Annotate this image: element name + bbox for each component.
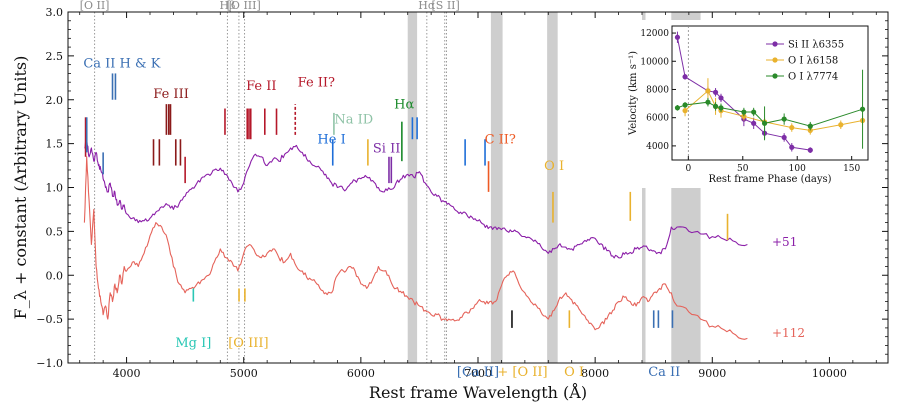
spectrum-line <box>84 138 748 259</box>
y-tick-label: 0.5 <box>46 225 64 238</box>
inset-data-point <box>682 102 688 108</box>
line-id-label: Fe II <box>246 79 276 94</box>
inset-data-point <box>789 144 795 150</box>
inset-data-point <box>712 103 719 109</box>
inset-x-tick-label: 0 <box>685 164 691 174</box>
x-axis-label: Rest frame Wavelength (Å) <box>369 382 587 402</box>
top-line-label: Hβ <box>219 0 235 12</box>
inset-data-point <box>741 109 747 115</box>
inset-legend-swatch-point <box>772 41 778 47</box>
inset-data-point <box>712 89 719 95</box>
inset-data-point <box>674 105 681 111</box>
shaded-band <box>547 12 558 363</box>
inset-x-tick-label: 50 <box>737 164 749 174</box>
y-tick-label: 2.0 <box>46 94 64 107</box>
line-id-label: Fe II? <box>298 76 335 91</box>
y-tick-label: 2.5 <box>46 50 64 63</box>
inset-legend-label: O I λ7774 <box>788 72 838 83</box>
inset-x-axis-label: Rest frame Phase (days) <box>708 174 831 185</box>
inset-legend-swatch-point <box>772 57 778 63</box>
inset-y-axis-label: Velocity (km s⁻¹) <box>628 51 639 136</box>
y-tick-label: 1.0 <box>46 182 64 195</box>
line-identification-ticks <box>84 73 729 328</box>
x-tick-label: 7000 <box>464 367 492 380</box>
inset-data-point <box>789 124 795 131</box>
line-id-label: Hα <box>394 98 414 113</box>
inset-data-point <box>781 116 787 122</box>
line-identification-labels: Ca II H & K Fe III Fe II Fe II? Na ID Hα He I S… <box>83 56 680 380</box>
shaded-band <box>407 12 418 363</box>
velocity-inset: 0 50 100 150 4000 6000 8000 10000 12000 Rest fram… <box>614 20 874 188</box>
y-tick-label: −0.5 <box>36 313 63 326</box>
inset-data-point <box>705 99 711 105</box>
inset-data-point <box>718 95 724 101</box>
line-id-label: He I <box>317 133 345 148</box>
line-id-label: Si II <box>373 141 400 156</box>
inset-data-point <box>838 122 844 128</box>
spectra-series: +51 +112 <box>83 138 805 340</box>
inset-y-tick-label: 8000 <box>646 85 669 95</box>
x-tick-label: 4000 <box>113 367 141 380</box>
inset-y-tick-label: 10000 <box>640 57 669 67</box>
inset-frame <box>671 25 869 161</box>
y-tick-label: 0.0 <box>46 269 64 282</box>
line-id-label: Mg I] <box>175 336 211 351</box>
inset-series-line <box>684 90 863 131</box>
top-line-label: Hα <box>418 0 436 12</box>
inset-y-tick-label: 4000 <box>646 142 669 152</box>
y-tick-label: 1.5 <box>46 138 64 151</box>
y-tick-label: −1.0 <box>36 357 63 370</box>
inset-legend-label: Si II λ6355 <box>788 40 844 51</box>
inset-data-point <box>859 106 866 112</box>
x-tick-label: 8000 <box>581 367 609 380</box>
top-line-label: [O II] <box>80 0 110 12</box>
inset-data-point <box>751 109 757 115</box>
phase-label: +51 <box>772 235 797 249</box>
y-tick-label: 3.0 <box>46 6 64 19</box>
inset-legend-label: O I λ6158 <box>788 56 838 67</box>
line-id-label: [O III] <box>228 336 268 351</box>
nebular-line-markers: [O II] Hβ[O III] Hα[S II] <box>80 0 460 363</box>
line-id-label: Fe III <box>153 87 189 102</box>
line-id-label: [Ca II] <box>457 365 499 380</box>
spectrum-line <box>83 156 748 340</box>
inset-data-point <box>807 147 813 153</box>
line-id-label: + [O II] <box>497 365 547 380</box>
inset-data-point <box>761 120 768 126</box>
inset-data-point <box>751 120 757 126</box>
x-tick-label: 5000 <box>230 367 258 380</box>
line-id-label: Na ID <box>334 112 373 127</box>
inset-data-point <box>682 74 688 80</box>
x-tick-label: 6000 <box>347 367 375 380</box>
inset-data-point <box>781 134 787 141</box>
inset-data-point <box>807 123 813 129</box>
line-id-label: Ca II H & K <box>83 56 160 71</box>
inset-x-tick-label: 100 <box>789 164 806 174</box>
line-id-label: Ca II <box>648 365 680 380</box>
inset-data-point <box>682 108 688 114</box>
top-line-label: [O III] <box>227 0 261 12</box>
shaded-band <box>490 12 503 363</box>
x-tick-label: 9000 <box>698 367 726 380</box>
line-id-label: C II? <box>485 133 516 148</box>
inset-data-point <box>718 105 724 111</box>
x-tick-label: 10000 <box>812 367 847 380</box>
inset-data-point <box>674 34 681 40</box>
top-line-label: [S II] <box>432 0 460 12</box>
inset-legend-swatch-point <box>772 73 778 79</box>
phase-label: +112 <box>772 326 805 340</box>
inset-x-tick-label: 150 <box>843 164 860 174</box>
inset-data-point <box>705 88 711 94</box>
inset-y-tick-label: 12000 <box>640 29 669 39</box>
line-id-label: O I <box>544 159 564 174</box>
line-id-label: O I <box>564 365 584 380</box>
main-axes: 4000 5000 6000 7000 8000 9000 10000 −1.0 −0.5 0.0… <box>11 6 889 402</box>
inset-y-tick-label: 6000 <box>646 114 669 124</box>
y-axis-label: F_λ + constant (Arbitrary Units) <box>11 56 30 320</box>
